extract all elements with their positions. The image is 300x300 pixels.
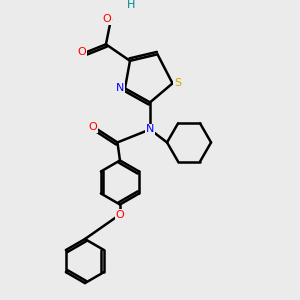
- Text: H: H: [127, 0, 135, 10]
- Text: N: N: [116, 83, 124, 93]
- Text: N: N: [146, 124, 154, 134]
- Text: O: O: [88, 122, 97, 132]
- Text: S: S: [174, 78, 181, 88]
- Text: O: O: [103, 14, 111, 24]
- Text: O: O: [77, 47, 86, 57]
- Text: O: O: [116, 209, 124, 220]
